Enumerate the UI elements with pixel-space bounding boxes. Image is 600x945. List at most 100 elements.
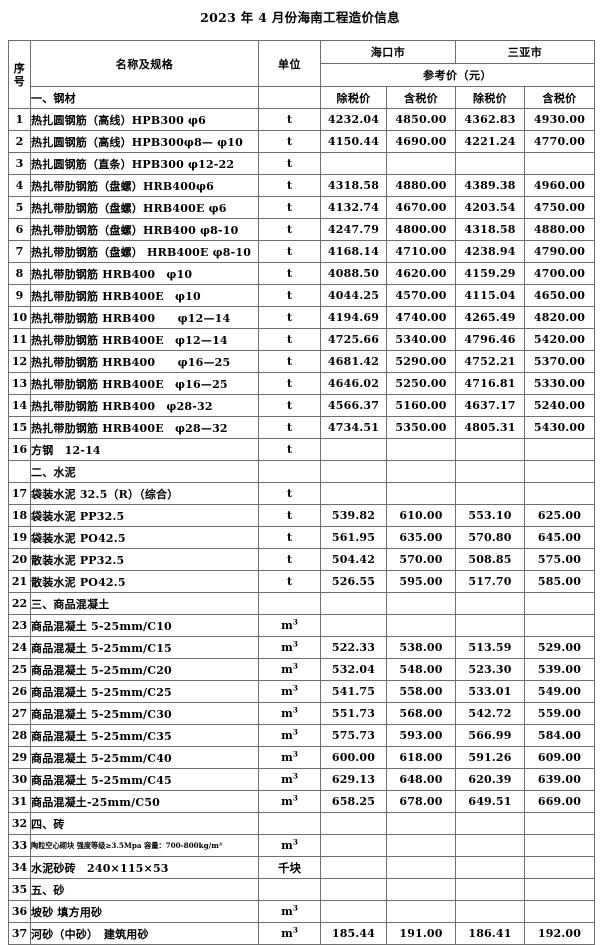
cell-serial-number: 32 bbox=[8, 812, 31, 835]
table-row: 13 热扎带肋钢筋 HRB400E φ16—25 t 4646.02 5250.00 47… bbox=[8, 372, 595, 395]
cell-price-inc-tax-sanya: 539.00 bbox=[524, 658, 595, 681]
cell-price-ex-tax-sanya: 186.41 bbox=[455, 922, 525, 945]
cell-serial-number: 8 bbox=[8, 262, 31, 285]
section-row: 22 三、商品混凝土 bbox=[8, 592, 595, 615]
cell-price-inc-tax-sanya: 584.00 bbox=[524, 724, 595, 747]
cell-name-spec: 陶粒空心砌块 强度等级≥3.5Mpa 容量：700-800kg/m³ bbox=[30, 834, 259, 857]
cell-price-ex-tax-sanya: 553.10 bbox=[455, 504, 525, 527]
cell-price-ex-tax-haikou: 4044.25 bbox=[320, 284, 387, 307]
cell-unit: m3 bbox=[258, 768, 321, 791]
cell-price-inc-tax-haikou: 4620.00 bbox=[386, 262, 456, 285]
cell-unit: m3 bbox=[258, 900, 321, 923]
cell-name-spec: 商品混凝土-25mm/C50 bbox=[30, 790, 259, 813]
cell-serial-number: 34 bbox=[8, 856, 31, 879]
cell-price-ex-tax-haikou: 561.95 bbox=[320, 526, 387, 549]
cell-serial-number: 13 bbox=[8, 372, 31, 395]
cell-serial-number: 25 bbox=[8, 658, 31, 681]
cell-price-ex-tax-sanya: 4362.83 bbox=[455, 108, 525, 131]
cell-unit: m3 bbox=[258, 680, 321, 703]
cell-price-ex-tax-haikou bbox=[320, 482, 387, 505]
cell-name-spec: 商品混凝土 5-25mm/C40 bbox=[30, 746, 259, 769]
cell-price-ex-tax-sanya: 4238.94 bbox=[455, 240, 525, 263]
header-unit: 单位 bbox=[258, 40, 321, 87]
table-row: 1 热扎圆钢筋（高线）HPB300 φ6 t 4232.04 4850.00 4362.8… bbox=[8, 108, 595, 131]
cell-name-spec: 热扎带肋钢筋（盘螺）HRB400 φ8-10 bbox=[30, 218, 259, 241]
cell-serial-number: 17 bbox=[8, 482, 31, 505]
cell-price-inc-tax-sanya: 4820.00 bbox=[524, 306, 595, 329]
cell-price-inc-tax-sanya: 5370.00 bbox=[524, 350, 595, 373]
cell-price-inc-tax-haikou: 5290.00 bbox=[386, 350, 456, 373]
cell-name-spec: 商品混凝土 5-25mm/C20 bbox=[30, 658, 259, 681]
table-row: 25 商品混凝土 5-25mm/C20 m3 532.04 548.00 523.30 53… bbox=[8, 658, 595, 681]
cell-name-spec: 散装水泥 PO42.5 bbox=[30, 570, 259, 593]
cell-unit: m3 bbox=[258, 658, 321, 681]
cell-serial-number: 4 bbox=[8, 174, 31, 197]
cell-price-ex-tax-haikou bbox=[320, 460, 387, 483]
cell-unit bbox=[258, 460, 321, 483]
cell-price-ex-tax-sanya bbox=[455, 152, 525, 175]
cell-price-ex-tax-sanya bbox=[455, 614, 525, 637]
cell-unit: t bbox=[258, 196, 321, 219]
cell-name-spec: 热扎带肋钢筋（盘螺）HRB400φ6 bbox=[30, 174, 259, 197]
cell-price-inc-tax-haikou: 4850.00 bbox=[386, 108, 456, 131]
cell-price-ex-tax-sanya: 4389.38 bbox=[455, 174, 525, 197]
cell-section-label: 三、商品混凝土 bbox=[30, 592, 259, 615]
cell-serial-number: 37 bbox=[8, 922, 31, 945]
cell-serial-number: 22 bbox=[8, 592, 31, 615]
cell-unit: t bbox=[258, 130, 321, 153]
cell-unit: m3 bbox=[258, 834, 321, 857]
header-city-sanya: 三亚市 bbox=[455, 40, 595, 64]
cell-price-ex-tax-sanya: 649.51 bbox=[455, 790, 525, 813]
header-city-haikou: 海口市 bbox=[320, 40, 456, 64]
section-label-steel: 一、钢材 bbox=[30, 86, 259, 109]
cell-name-spec: 袋装水泥 32.5（R）（综合） bbox=[30, 482, 259, 505]
cell-serial-number: 11 bbox=[8, 328, 31, 351]
table-row: 27 商品混凝土 5-25mm/C30 m3 551.73 568.00 542.72 55… bbox=[8, 702, 595, 725]
header-inc-tax-haikou: 含税价 bbox=[386, 86, 456, 109]
cell-serial-number: 29 bbox=[8, 746, 31, 769]
cell-price-ex-tax-sanya: 4221.24 bbox=[455, 130, 525, 153]
table-row: 19 袋装水泥 PO42.5 t 561.95 635.00 570.80 645.00 bbox=[8, 526, 595, 549]
cell-price-ex-tax-haikou bbox=[320, 878, 387, 901]
cell-price-ex-tax-haikou: 185.44 bbox=[320, 922, 387, 945]
cell-price-inc-tax-sanya: 645.00 bbox=[524, 526, 595, 549]
cell-price-ex-tax-haikou: 4247.79 bbox=[320, 218, 387, 241]
cell-price-inc-tax-sanya bbox=[524, 152, 595, 175]
cell-name-spec: 商品混凝土 5-25mm/C25 bbox=[30, 680, 259, 703]
cell-price-inc-tax-haikou: 568.00 bbox=[386, 702, 456, 725]
cell-serial-number: 31 bbox=[8, 790, 31, 813]
cell-unit: t bbox=[258, 284, 321, 307]
table-row: 37 河砂（中砂） 建筑用砂 m3 185.44 191.00 186.41 192.00 bbox=[8, 922, 595, 945]
cell-price-ex-tax-sanya: 508.85 bbox=[455, 548, 525, 571]
cell-unit: 千块 bbox=[258, 856, 321, 879]
table-row: 9 热扎带肋钢筋 HRB400E φ10 t 4044.25 4570.00 4115.0… bbox=[8, 284, 595, 307]
header-inc-tax-sanya: 含税价 bbox=[524, 86, 595, 109]
cell-price-inc-tax-sanya: 5330.00 bbox=[524, 372, 595, 395]
cell-price-ex-tax-haikou bbox=[320, 834, 387, 857]
cell-price-inc-tax-sanya: 625.00 bbox=[524, 504, 595, 527]
cell-name-spec: 袋装水泥 PP32.5 bbox=[30, 504, 259, 527]
cell-price-ex-tax-haikou bbox=[320, 438, 387, 461]
cell-price-inc-tax-haikou bbox=[386, 878, 456, 901]
cell-price-ex-tax-haikou: 532.04 bbox=[320, 658, 387, 681]
cell-price-inc-tax-sanya: 559.00 bbox=[524, 702, 595, 725]
cell-price-inc-tax-sanya: 4930.00 bbox=[524, 108, 595, 131]
table-row: 31 商品混凝土-25mm/C50 m3 658.25 678.00 649.51 669.… bbox=[8, 790, 595, 813]
table-row: 16 方钢 12-14 t bbox=[8, 438, 595, 461]
header-ex-tax-sanya: 除税价 bbox=[455, 86, 525, 109]
cell-unit bbox=[258, 812, 321, 835]
cell-price-ex-tax-sanya: 517.70 bbox=[455, 570, 525, 593]
cell-price-inc-tax-haikou bbox=[386, 152, 456, 175]
cell-name-spec: 坡砂 填方用砂 bbox=[30, 900, 259, 923]
cell-price-inc-tax-haikou bbox=[386, 812, 456, 835]
cell-name-spec: 商品混凝土 5-25mm/C15 bbox=[30, 636, 259, 659]
cell-name-spec: 商品混凝土 5-25mm/C10 bbox=[30, 614, 259, 637]
cell-price-inc-tax-haikou: 635.00 bbox=[386, 526, 456, 549]
cell-price-ex-tax-haikou: 504.42 bbox=[320, 548, 387, 571]
table-row: 5 热扎带肋钢筋（盘螺）HRB400E φ6 t 4132.74 4670.00 4203… bbox=[8, 196, 595, 219]
cell-name-spec: 水泥砂砖 240×115×53 bbox=[30, 856, 259, 879]
cell-price-inc-tax-sanya bbox=[524, 614, 595, 637]
table-row: 17 袋装水泥 32.5（R）（综合） t bbox=[8, 482, 595, 505]
cell-price-ex-tax-haikou: 4646.02 bbox=[320, 372, 387, 395]
table-row: 29 商品混凝土 5-25mm/C40 m3 600.00 618.00 591.26 60… bbox=[8, 746, 595, 769]
